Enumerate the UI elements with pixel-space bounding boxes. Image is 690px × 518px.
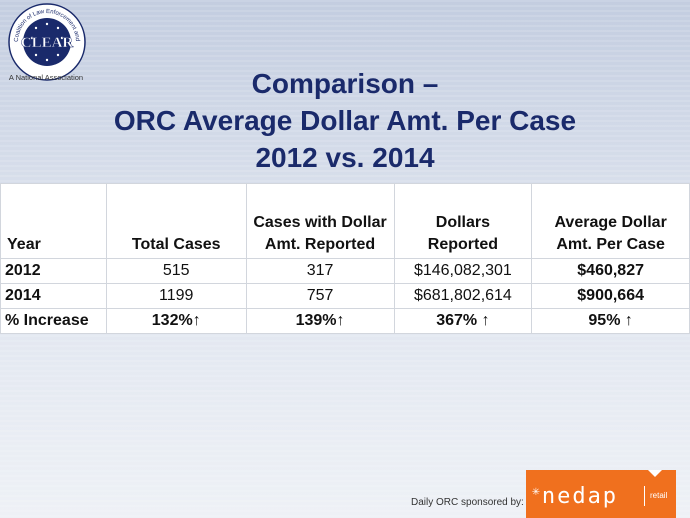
title-line-1: Comparison –: [251, 68, 439, 99]
cell-cases-with-dollar: 139%↑: [245, 308, 395, 334]
cell-total-cases: 132%↑: [105, 308, 247, 334]
header-avg-per-case: Average Dollar Amt. Per Case: [531, 183, 690, 259]
comparison-table: Year Total Cases Cases with Dollar Amt. R…: [0, 183, 690, 334]
cell-avg-per-case: $460,827: [531, 258, 690, 284]
row-label: 2012: [0, 258, 107, 284]
logo-separator: [644, 486, 645, 506]
cell-dollars-reported: $146,082,301: [393, 258, 533, 284]
cell-avg-per-case: $900,664: [531, 283, 690, 309]
header-cases-with-dollar: Cases with Dollar Amt. Reported: [245, 183, 395, 259]
cell-dollars-reported: $681,802,614: [393, 283, 533, 309]
cell-total-cases: 515: [105, 258, 247, 284]
table-row-increase: % Increase 132%↑ 139%↑ 367% ↑ 95% ↑: [0, 308, 690, 334]
cell-dollars-reported: 367% ↑: [393, 308, 533, 334]
header-dollars-reported: Dollars Reported: [393, 183, 533, 259]
cell-total-cases: 1199: [105, 283, 247, 309]
table-header-row: Year Total Cases Cases with Dollar Amt. R…: [0, 183, 690, 259]
cell-cases-with-dollar: 757: [245, 283, 395, 309]
header-total-cases: Total Cases: [105, 183, 247, 259]
logo-subtitle: A National Association: [8, 73, 84, 82]
page-title: Comparison – ORC Average Dollar Amt. Per…: [0, 65, 690, 176]
sponsor-brand: ✳nedap: [532, 484, 619, 509]
table-row-2012: 2012 515 317 $146,082,301 $460,827: [0, 258, 690, 284]
row-label: 2014: [0, 283, 107, 309]
sponsor-brand-sub: retail: [650, 491, 668, 500]
title-line-2: ORC Average Dollar Amt. Per Case: [113, 105, 577, 136]
star-icon: ✳: [532, 484, 542, 499]
sponsor-logo: ✳nedap retail: [526, 470, 676, 518]
logo-notch: [648, 470, 662, 477]
logo-center-text: CLEAR: [21, 35, 74, 51]
row-label: % Increase: [0, 308, 107, 334]
cell-avg-per-case: 95% ↑: [531, 308, 690, 334]
header-year: Year: [0, 183, 107, 259]
table-row-2014: 2014 1199 757 $681,802,614 $900,664: [0, 283, 690, 309]
cell-cases-with-dollar: 317: [245, 258, 395, 284]
sponsor-text: Daily ORC sponsored by:: [411, 497, 524, 508]
clear-logo: Coalition of Law Enforcement and Retail …: [6, 2, 86, 81]
title-line-3: 2012 vs. 2014: [255, 142, 435, 173]
